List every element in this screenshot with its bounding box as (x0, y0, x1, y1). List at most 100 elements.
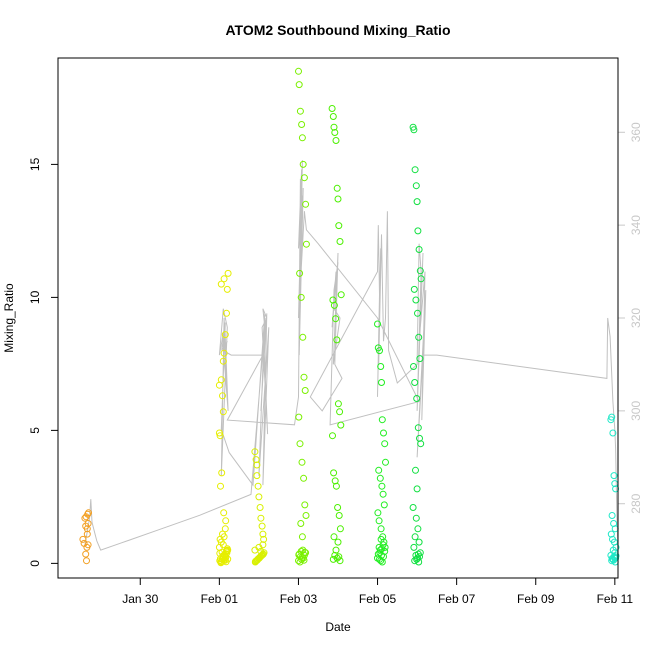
data-point (301, 387, 309, 394)
data-point (297, 293, 305, 301)
plot-frame (57, 57, 619, 579)
data-point (254, 482, 262, 490)
data-point (251, 448, 259, 456)
data-point (223, 547, 231, 555)
data-point (331, 477, 339, 485)
data-point (416, 267, 424, 275)
series-6 (409, 123, 425, 566)
x-axis-label: Date (325, 620, 351, 634)
data-point (330, 533, 338, 541)
data-point (412, 466, 419, 474)
data-point (610, 472, 618, 480)
data-point (328, 105, 336, 112)
data-point (412, 514, 420, 522)
data-point (333, 184, 341, 192)
data-point (300, 174, 308, 182)
data-point (296, 269, 304, 277)
data-point (337, 291, 345, 299)
data-point (609, 429, 617, 437)
data-point (374, 550, 382, 558)
data-point (82, 522, 90, 530)
y-tick-label: 15 (28, 157, 42, 171)
secondary-line (84, 160, 619, 551)
data-point (612, 485, 620, 493)
data-point (84, 510, 92, 518)
data-point (336, 408, 344, 416)
data-point (220, 349, 228, 357)
data-point (221, 525, 229, 533)
points-layer (79, 67, 620, 567)
y-tick-label: 0 (28, 560, 42, 567)
data-point (411, 166, 419, 174)
data-point (300, 474, 308, 482)
y-axis-label: Mixing_Ratio (2, 283, 16, 353)
data-point (220, 275, 228, 283)
x-tick-label: Feb 05 (359, 592, 397, 606)
data-point (299, 333, 307, 341)
data-point (299, 546, 307, 554)
data-point (410, 543, 418, 551)
data-point (257, 514, 265, 522)
data-point (332, 315, 340, 323)
data-point (411, 533, 419, 541)
series-5 (374, 320, 389, 566)
data-point (375, 466, 383, 474)
data-point (377, 535, 385, 543)
data-point (257, 547, 265, 555)
y2-tick-label: 340 (629, 215, 643, 235)
data-point (335, 512, 343, 519)
data-point (336, 238, 344, 245)
series-0 (79, 509, 92, 565)
data-point (332, 137, 340, 144)
y2-tick-label: 300 (629, 401, 643, 421)
data-point (83, 530, 91, 538)
data-point (415, 246, 423, 253)
data-point (411, 379, 419, 386)
data-point (334, 400, 342, 408)
data-point (300, 373, 308, 381)
data-point (415, 333, 423, 341)
data-point (298, 458, 306, 466)
data-point (330, 469, 338, 477)
data-point (332, 482, 340, 490)
data-point (216, 432, 224, 440)
data-point (296, 107, 304, 115)
data-point (374, 320, 381, 328)
data-point (301, 501, 309, 509)
data-point (330, 301, 338, 309)
data-point (377, 525, 385, 533)
x-tick-label: Feb 01 (201, 592, 239, 606)
data-point (299, 160, 307, 168)
data-point (329, 555, 337, 563)
data-point (376, 347, 383, 355)
data-point (412, 182, 420, 190)
data-point (329, 432, 336, 440)
series-2 (251, 448, 268, 566)
data-point (411, 557, 419, 565)
data-point (296, 558, 304, 566)
data-point (413, 198, 421, 206)
data-point (221, 331, 229, 339)
data-point (216, 535, 224, 543)
data-point (610, 554, 618, 561)
data-point (329, 113, 337, 120)
data-point (415, 538, 423, 546)
x-tick-label: Feb 03 (280, 592, 318, 606)
data-point (336, 525, 344, 533)
data-point (377, 363, 385, 370)
data-point (224, 555, 232, 563)
data-point (298, 533, 306, 541)
data-point (417, 275, 425, 283)
data-point (409, 504, 417, 511)
data-point (223, 309, 230, 317)
data-point (255, 493, 263, 501)
data-point (380, 501, 388, 509)
data-point (331, 551, 339, 559)
series-7 (607, 413, 620, 566)
data-point (82, 550, 90, 558)
y-tick-label: 10 (28, 290, 42, 304)
x-tick-label: Feb 07 (438, 592, 476, 606)
data-point (296, 440, 304, 448)
